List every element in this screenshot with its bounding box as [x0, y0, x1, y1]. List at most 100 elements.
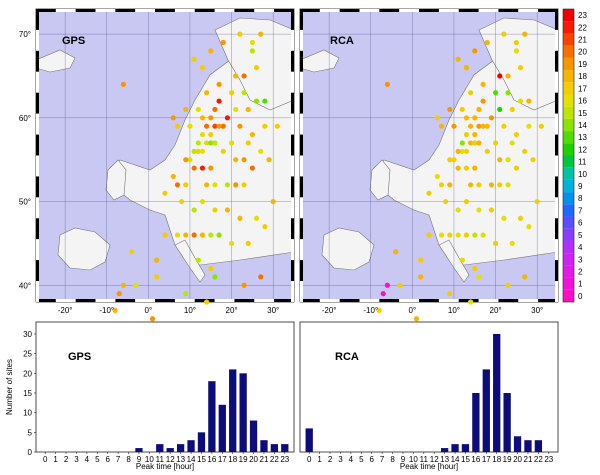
station-dot — [133, 282, 139, 288]
y-tick-label: 30 — [23, 330, 32, 339]
station-dot — [384, 81, 390, 87]
colorbar-label: 9 — [578, 182, 583, 191]
station-dot — [509, 140, 515, 146]
station-dot — [522, 148, 528, 154]
frame-tick — [555, 218, 558, 240]
map-title-gps: GPS — [62, 35, 85, 47]
station-dot — [513, 131, 519, 138]
station-dot — [212, 106, 218, 113]
station-dot — [501, 215, 507, 221]
frame-tick — [214, 299, 235, 302]
histogram-bar — [440, 448, 449, 452]
x-tick-label: 14 — [187, 455, 196, 464]
colorbar-label: 6 — [578, 219, 583, 228]
station-dot — [480, 232, 486, 238]
x-tick-label: 17 — [482, 455, 491, 464]
station-dot — [162, 232, 168, 238]
station-dot — [162, 190, 168, 196]
station-dot — [266, 157, 272, 163]
histogram-bar — [166, 448, 174, 452]
lat-tick-label: 50° — [19, 198, 31, 207]
frame-tick — [300, 71, 303, 93]
colorbar-swatch — [563, 9, 574, 22]
station-dot — [253, 65, 260, 71]
station-dot — [249, 165, 255, 171]
colorbar-swatch — [563, 143, 574, 156]
colorbar-label: 19 — [578, 60, 587, 69]
frame-tick — [399, 9, 420, 12]
colorbar-frame — [562, 8, 575, 303]
station-dot — [241, 157, 247, 163]
frame-tick — [478, 299, 499, 302]
frame-tick — [300, 29, 303, 51]
x-tick-label: 14 — [451, 455, 460, 464]
frame-tick — [291, 29, 294, 51]
station-dot — [418, 274, 424, 280]
colorbar-label: 18 — [578, 72, 587, 81]
frame-tick — [36, 113, 39, 135]
station-dot — [505, 90, 511, 96]
colorbar-swatch — [563, 45, 574, 58]
y-tick-label: 10 — [23, 409, 32, 418]
histogram-bar — [493, 334, 501, 452]
station-dot — [526, 98, 532, 104]
station-dot — [451, 123, 457, 129]
station-dot — [472, 265, 478, 272]
frame-tick — [55, 9, 76, 12]
frame-tick — [291, 92, 294, 114]
station-dot — [237, 31, 243, 37]
lon-tick-label: -20° — [322, 306, 337, 315]
station-dot — [517, 215, 524, 221]
frame-tick — [555, 134, 558, 156]
histogram-bar — [513, 436, 522, 452]
frame-tick — [155, 9, 175, 12]
lat-ticks-gps: 70° 60° 50° 40° — [19, 30, 31, 290]
x-tick-label: 15 — [461, 455, 470, 464]
x-tick-label: 23 — [544, 455, 553, 464]
x-tick-label: 10 — [145, 455, 154, 464]
station-dot — [183, 157, 189, 163]
station-dot — [534, 198, 540, 205]
histogram-bar — [503, 393, 511, 452]
station-dot — [472, 165, 478, 171]
station-dot — [191, 56, 197, 62]
colorbar-swatch — [563, 33, 574, 46]
station-dot — [413, 316, 420, 322]
station-dot — [476, 140, 482, 146]
colorbar-label: 0 — [578, 292, 583, 301]
station-dot — [191, 165, 197, 171]
frame-tick — [300, 260, 303, 282]
frame-tick — [36, 155, 39, 177]
lon-tick-label: 10° — [184, 306, 196, 315]
station-dot — [447, 157, 453, 163]
x-tick-label: 15 — [197, 455, 206, 464]
lon-ticks-rca: -20° -10° 0° 10° 20° 30° — [322, 306, 544, 315]
station-dot — [216, 98, 222, 104]
lon-tick-label: 30° — [531, 306, 543, 315]
frame-tick — [291, 71, 294, 93]
station-dot — [154, 274, 160, 280]
station-dot — [212, 123, 218, 129]
x-tick-label: 1 — [317, 455, 322, 464]
station-dot — [505, 182, 511, 188]
station-dot — [245, 106, 251, 113]
station-dot — [492, 90, 499, 96]
bars-rca — [305, 334, 543, 452]
station-dot — [228, 90, 235, 96]
histogram-bar — [270, 444, 279, 452]
station-dot — [468, 140, 474, 146]
frame-tick — [498, 299, 519, 302]
frame-tick — [538, 9, 558, 12]
frame-tick — [438, 9, 459, 12]
station-dot — [120, 282, 126, 288]
colorbar-swatch — [563, 289, 574, 302]
plot-frame — [299, 321, 559, 453]
colorbar-label: 14 — [578, 121, 587, 130]
x-tick-label: 16 — [207, 455, 216, 464]
colorbar-label: 4 — [578, 243, 583, 252]
station-dot — [463, 165, 470, 171]
station-dot — [513, 165, 519, 171]
station-dot — [195, 257, 201, 263]
station-dot — [472, 232, 478, 238]
frame-tick — [36, 50, 39, 72]
